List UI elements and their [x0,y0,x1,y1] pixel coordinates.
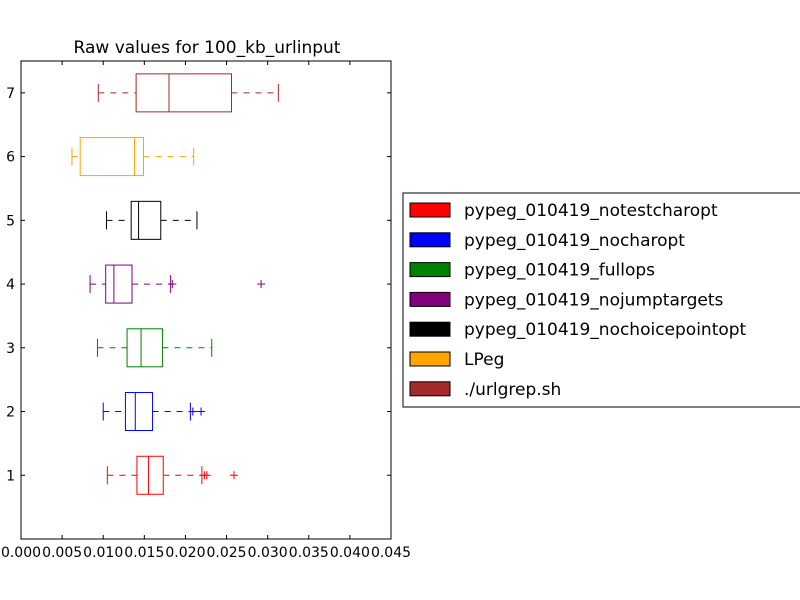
boxplot-4 [89,264,266,304]
y-tick-label: 2 [6,405,15,421]
legend-label: pypeg_010419_nojumptargets [464,290,724,310]
y-tick-label: 4 [6,277,15,293]
outlier [188,407,197,416]
boxplot-5 [106,200,198,240]
plot-layer [71,73,279,495]
box [105,264,133,304]
box [135,73,232,113]
tick-layer: 0.000 0.005 0.010 0.015 0.020 0.025 0.030 0.035… [1,61,411,561]
boxplot-1 [106,455,238,495]
outlier [197,407,206,416]
boxplot-3 [96,328,213,368]
x-tick-label: 0.005 [42,545,82,561]
legend-swatch [409,351,451,367]
box [130,200,162,240]
boxplot-7 [97,73,279,113]
legend-swatch [409,232,451,248]
boxplot-6 [71,137,195,177]
outlier [229,471,238,480]
x-tick-label: 0.040 [330,545,370,561]
outlier [257,280,266,289]
legend-label: ./urlgrep.sh [464,380,561,400]
x-tick-label: 0.015 [124,545,164,561]
y-tick-label: 3 [6,341,15,357]
legend-swatch [409,262,451,278]
boxplot-2 [102,392,206,432]
outlier [202,471,211,480]
legend-label: pypeg_010419_nochoicepointopt [464,320,747,340]
x-tick-label: 0.030 [248,545,288,561]
x-tick-label: 0.045 [371,545,411,561]
y-tick-label: 5 [6,213,15,229]
box [124,392,154,432]
legend-swatch [409,202,451,218]
legend-swatch [409,381,451,397]
y-tick-label: 6 [6,150,15,166]
x-tick-label: 0.000 [1,545,41,561]
legend-frame [402,192,800,408]
legend-swatch [409,291,451,307]
x-tick-label: 0.010 [83,545,123,561]
legend: pypeg_010419_notestcharopt pypeg_010419_n… [402,192,800,408]
legend-label: LPeg [464,350,504,370]
x-tick-label: 0.035 [289,545,329,561]
box [79,137,145,177]
outlier [168,280,177,289]
y-tick-label: 1 [6,468,15,484]
legend-label: pypeg_010419_fullops [464,261,655,281]
legend-swatch [409,321,451,337]
chart-title: Raw values for 100_kb_urlinput [74,38,341,58]
box [136,455,164,495]
y-tick-label: 7 [6,86,15,102]
box [126,328,163,368]
x-tick-label: 0.025 [207,545,247,561]
legend-label: pypeg_010419_notestcharopt [464,201,718,221]
legend-label: pypeg_010419_nocharopt [464,231,685,251]
x-tick-label: 0.020 [165,545,205,561]
plot-frame [20,60,392,540]
